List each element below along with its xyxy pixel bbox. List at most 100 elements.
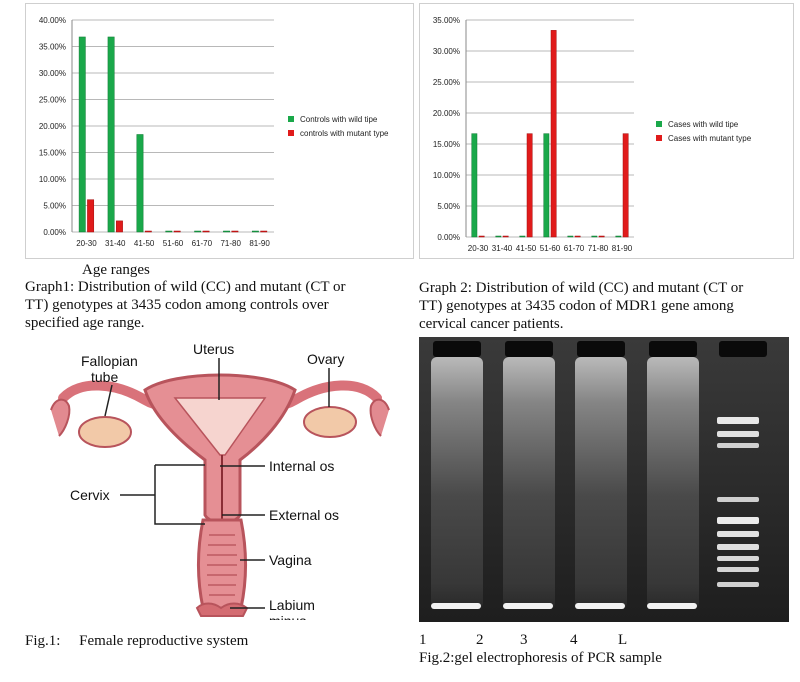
lane-label-1: 1 — [419, 632, 427, 648]
label-external-os: External os — [269, 507, 339, 523]
graph1-caption-line3: specified age range. — [25, 315, 145, 331]
bar — [107, 36, 115, 233]
bar — [251, 230, 259, 233]
chart1-legend: Controls with wild tipe controls with mu… — [288, 112, 388, 140]
lane-label-3: 3 — [520, 632, 528, 648]
y-tick-label: 40.00% — [39, 16, 66, 25]
bar — [550, 30, 557, 238]
x-tick-label: 81-90 — [612, 244, 633, 253]
bar — [519, 235, 526, 238]
bar — [526, 133, 533, 238]
legend-label: Cases with wild tipe — [668, 119, 739, 129]
bar — [202, 230, 210, 233]
label-internal-os: Internal os — [269, 458, 334, 474]
label-minus: minus — [269, 613, 306, 620]
legend-swatch-red — [288, 130, 294, 136]
bar — [116, 220, 123, 233]
legend-item: Cases with mutant type — [656, 131, 751, 145]
label-cervix: Cervix — [70, 487, 110, 503]
x-tick-label: 71-80 — [588, 244, 609, 253]
x-tick-label: 20-30 — [468, 244, 489, 253]
x-tick-label: 20-30 — [76, 239, 97, 248]
graph2-caption-line1: Graph 2: Distribution of wild (CC) and m… — [419, 280, 744, 296]
legend-item: controls with mutant type — [288, 126, 388, 140]
bar — [622, 133, 629, 238]
bar — [598, 235, 605, 238]
legend-swatch-green — [288, 116, 294, 122]
graph2-caption-line3: cervical cancer patients. — [419, 316, 564, 332]
chart2-frame: 0.00% 5.00% 10.00% 15.00% 20.00% 25.00% 30.00%… — [419, 3, 794, 259]
x-tick-label: 51-60 — [540, 244, 561, 253]
legend-item: Controls with wild tipe — [288, 112, 388, 126]
graph1-caption-line2: TT) genotypes at 3435 codon among contro… — [25, 297, 329, 313]
x-tick-label: 31-40 — [492, 244, 513, 253]
y-tick-label: 5.00% — [437, 202, 460, 211]
bar — [591, 235, 598, 238]
y-tick-label: 5.00% — [43, 202, 66, 211]
bar — [136, 134, 144, 233]
y-tick-label: 0.00% — [43, 228, 66, 237]
y-tick-label: 10.00% — [39, 175, 66, 184]
fig1-caption: Fig.1: Female reproductive system — [25, 633, 249, 649]
graph1-caption-line1: Graph1: Distribution of wild (CC) and mu… — [25, 279, 346, 295]
legend-item: Cases with wild tipe — [656, 117, 751, 131]
y-tick-label: 30.00% — [433, 47, 460, 56]
y-tick-label: 20.00% — [39, 122, 66, 131]
bar — [173, 230, 181, 233]
chart1-svg: 0.00% 5.00% 10.00% 15.00% 20.00% 25.00% 30.00%… — [39, 16, 274, 248]
label-fallopian: Fallopian — [81, 353, 138, 369]
fig2-caption: Fig.2:gel electrophoresis of PCR sample — [419, 650, 662, 666]
legend-label: controls with mutant type — [300, 128, 389, 138]
legend-label: Cases with mutant type — [668, 133, 752, 143]
y-tick-label: 25.00% — [433, 78, 460, 87]
gel-electrophoresis-image — [419, 337, 789, 622]
bar — [567, 235, 574, 238]
bar — [144, 230, 152, 233]
y-tick-label: 30.00% — [39, 69, 66, 78]
y-tick-label: 25.00% — [39, 96, 66, 105]
bar — [194, 230, 202, 233]
bar — [502, 235, 509, 238]
x-tick-label: 61-70 — [564, 244, 585, 253]
bar — [231, 230, 239, 233]
x-tick-label: 31-40 — [105, 239, 126, 248]
bar — [165, 230, 173, 233]
x-tick-label: 81-90 — [249, 239, 270, 248]
y-tick-label: 0.00% — [437, 233, 460, 242]
label-ovary: Ovary — [307, 351, 344, 367]
bar — [260, 230, 268, 233]
age-ranges-label: Age ranges — [82, 262, 150, 278]
chart1-frame: 0.00% 5.00% 10.00% 15.00% 20.00% 25.00% 30.00%… — [25, 3, 414, 259]
lane-label-2: 2 — [476, 632, 484, 648]
bar — [223, 230, 230, 233]
y-tick-label: 10.00% — [433, 171, 460, 180]
label-vagina: Vagina — [269, 552, 312, 568]
bar — [543, 133, 550, 238]
bar — [471, 133, 478, 238]
y-tick-label: 35.00% — [39, 43, 66, 52]
x-tick-label: 71-80 — [220, 239, 241, 248]
legend-swatch-red — [656, 135, 662, 141]
bar — [478, 235, 485, 238]
female-reproductive-illustration: Fallopian tube Uterus Ovary Cervix Inter… — [50, 341, 390, 620]
bar — [495, 235, 502, 238]
y-tick-label: 15.00% — [39, 149, 66, 158]
x-tick-label: 41-50 — [516, 244, 537, 253]
y-tick-label: 35.00% — [433, 16, 460, 25]
x-tick-label: 51-60 — [163, 239, 184, 248]
x-tick-label: 61-70 — [192, 239, 213, 248]
bar — [87, 199, 95, 233]
bar — [574, 235, 581, 238]
label-tube: tube — [91, 369, 118, 385]
chart2-legend: Cases with wild tipe Cases with mutant t… — [656, 117, 751, 145]
legend-swatch-green — [656, 121, 662, 127]
y-tick-label: 20.00% — [433, 109, 460, 118]
lane-label-4: 4 — [570, 632, 578, 648]
label-uterus: Uterus — [193, 341, 234, 357]
graph2-caption-line2: TT) genotypes at 3435 codon of MDR1 gene… — [419, 298, 734, 314]
y-tick-label: 15.00% — [433, 140, 460, 149]
chart2-svg: 0.00% 5.00% 10.00% 15.00% 20.00% 25.00% 30.00%… — [433, 16, 634, 253]
x-tick-label: 41-50 — [134, 239, 155, 248]
lane-label-l: L — [618, 632, 628, 648]
legend-label: Controls with wild tipe — [300, 114, 378, 124]
